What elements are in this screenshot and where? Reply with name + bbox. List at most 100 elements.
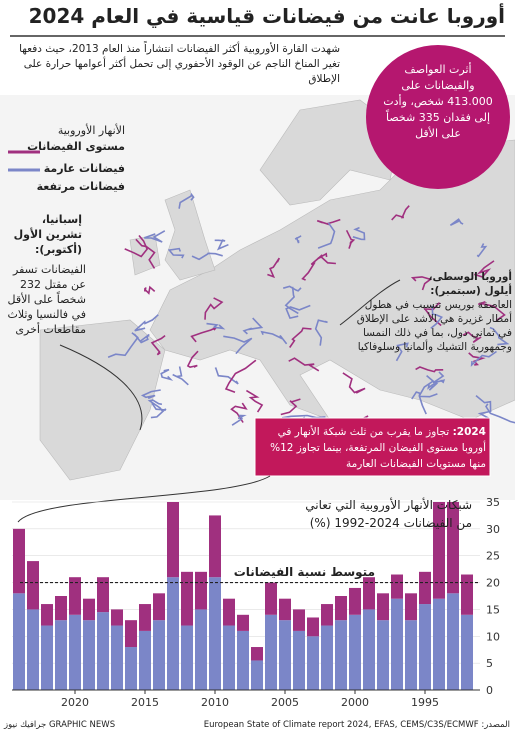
storm-circle	[366, 45, 510, 189]
x-tick-label: 2020	[61, 696, 89, 709]
river	[144, 285, 156, 295]
bar-segment	[433, 598, 445, 690]
land	[39, 319, 166, 481]
bar-segment	[111, 609, 123, 626]
bar-segment	[167, 502, 179, 578]
bar-segment	[419, 604, 431, 690]
river	[462, 331, 482, 343]
bar-segment	[279, 620, 291, 690]
legend-title: الأنهار الأوروبية	[57, 124, 125, 137]
river	[140, 389, 161, 400]
bar-segment	[419, 571, 431, 605]
river	[204, 297, 224, 320]
bar-segment	[181, 571, 193, 626]
bar-segment	[293, 630, 305, 690]
bar-segment	[13, 528, 25, 594]
bar-segment	[55, 620, 67, 690]
bar-segment	[195, 609, 207, 690]
bar-segment	[153, 620, 165, 690]
river	[485, 403, 515, 424]
river	[260, 330, 288, 345]
river	[206, 322, 226, 330]
callout-note: 2024: تجاوز ما يقرب من ثلث شبكة الأنهار …	[262, 424, 486, 472]
river	[224, 359, 257, 393]
river	[475, 394, 492, 420]
river	[147, 399, 164, 412]
river	[285, 304, 311, 320]
river	[294, 235, 302, 244]
title: أوروبا عانت من فيضانات قياسية في العام 2…	[28, 4, 505, 28]
river	[470, 350, 497, 367]
bar-segment	[125, 647, 137, 690]
bar-segment	[41, 604, 53, 626]
bar-segment	[265, 582, 277, 615]
bar-segment	[69, 614, 81, 690]
bar-segment	[447, 593, 459, 690]
y-tick-label: 5	[486, 657, 493, 670]
y-tick-label: 15	[486, 603, 500, 616]
river	[150, 402, 167, 419]
river	[410, 276, 433, 291]
river	[395, 342, 409, 362]
bar-segment	[405, 620, 417, 690]
river	[391, 205, 410, 221]
river	[489, 326, 510, 346]
spain-arrow	[59, 344, 143, 431]
x-tick-label: 2015	[131, 696, 159, 709]
bar-segment	[349, 587, 361, 615]
river	[167, 247, 185, 259]
river	[280, 398, 301, 416]
river	[415, 366, 444, 373]
bar-segment	[321, 625, 333, 690]
river	[150, 334, 166, 356]
central-arrow	[339, 279, 401, 326]
bar-segment	[13, 593, 25, 690]
bar-segment	[111, 625, 123, 690]
river	[317, 252, 336, 265]
chart-title: شبكات الأنهار الأوروبية التي تعاني من ال…	[305, 498, 472, 530]
bar-segment	[391, 574, 403, 599]
river	[135, 238, 156, 269]
chart: 0 5 10 15 20 25 30 35 2020 2015 2010 2005 2000 1995	[12, 496, 500, 709]
river	[214, 239, 229, 251]
storm-note: أثرت العواصف والفيضانات على 413.000 شخص،…	[383, 63, 493, 140]
credit: GRAPHIC NEWS جرافيك نيوز	[4, 720, 116, 730]
y-tick-label: 0	[486, 684, 493, 697]
bar-segment	[433, 502, 445, 599]
legend-subtitle: مستوى الفيضانات	[27, 140, 125, 153]
bar-segment	[83, 598, 95, 621]
bar-segment	[461, 614, 473, 690]
legend-label: فيضانات عارمة	[43, 162, 125, 175]
land	[149, 139, 515, 421]
land	[259, 99, 401, 206]
x-tick-label: 2010	[201, 696, 229, 709]
river	[314, 319, 328, 346]
bar-segment	[195, 571, 207, 610]
spain-note: الفيضانات تسفر عن مقتل 232 شخصاً على الأ…	[7, 263, 87, 336]
bar-segment	[377, 620, 389, 690]
subtitle: شهدت القارة الأوروبية أكثر الفيضانات انت…	[19, 43, 340, 85]
river	[282, 285, 302, 292]
river	[133, 333, 150, 344]
bar-segment	[279, 598, 291, 621]
bar-segment	[447, 502, 459, 594]
source: المصدر: European State of Climate report…	[203, 720, 510, 730]
bar-segment	[223, 625, 235, 690]
river	[230, 402, 248, 423]
river	[473, 260, 495, 278]
central-note: العاصفة بوريس تتسبب في هطول أمطار غزيرة …	[356, 299, 512, 353]
bar-segment	[139, 604, 151, 631]
bar-segment	[83, 620, 95, 690]
river	[231, 414, 247, 426]
river	[288, 357, 320, 372]
bar-segment	[209, 577, 221, 690]
map-land	[39, 99, 515, 481]
y-tick-label: 10	[486, 630, 500, 643]
bar-segment	[307, 636, 319, 690]
bar-segment	[153, 593, 165, 621]
river	[423, 302, 442, 327]
bar-segment	[251, 660, 263, 690]
bar-segment	[97, 612, 109, 690]
